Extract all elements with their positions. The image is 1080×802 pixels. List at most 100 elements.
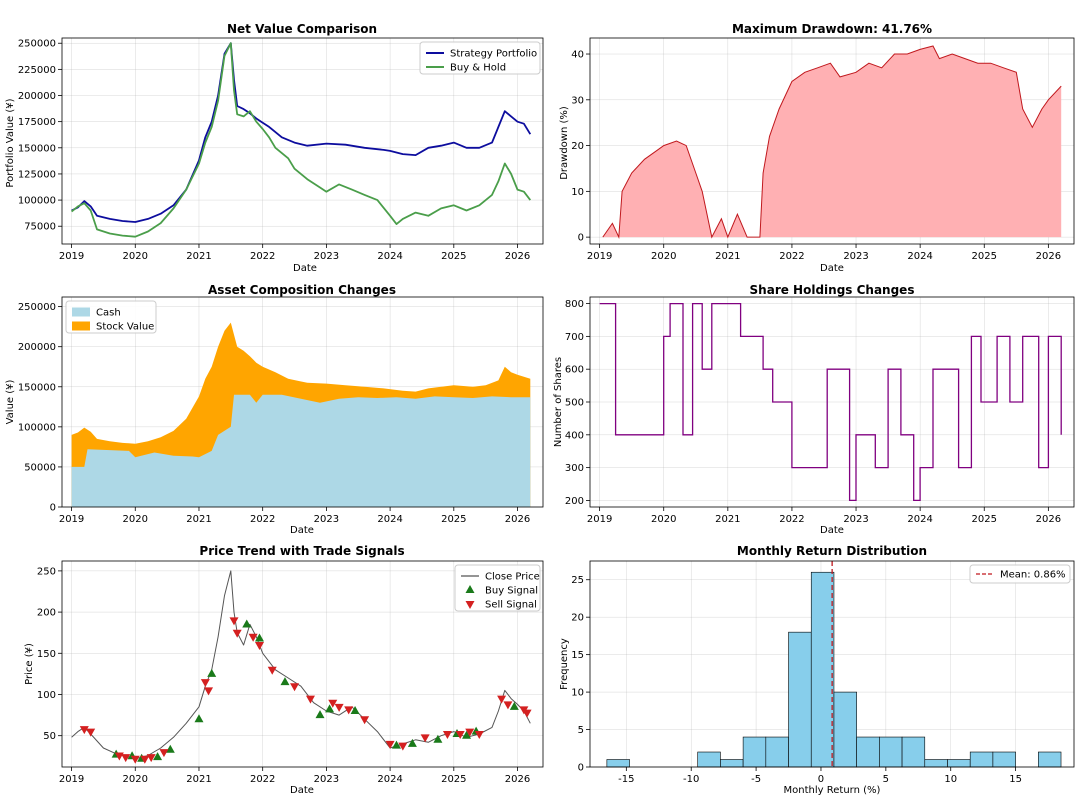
price-xtick-label: 2025: [441, 774, 466, 785]
net-value-ytick-label: 150000: [18, 143, 56, 154]
hist-bar: [969, 751, 994, 768]
net-value-ytick-label: 200000: [18, 91, 56, 102]
price-buy-marker: [254, 633, 264, 642]
shares-xlabel: Date: [820, 525, 844, 536]
drawdown-line: [602, 45, 1062, 240]
composition-cash-area: [71, 394, 531, 507]
price-buy-marker: [462, 730, 472, 739]
net-value-ytick-label: 175000: [18, 117, 56, 128]
price-panel: Price Trend with Trade Signals Date Pric…: [24, 544, 544, 796]
price-sell-marker: [420, 734, 430, 743]
hist-bar: [947, 759, 971, 768]
composition-ytick-label: 50000: [24, 462, 56, 473]
net-value-legend-label: Strategy Portfolio: [450, 49, 537, 60]
price-sell-marker: [328, 699, 338, 708]
price-legend-swatch: [465, 585, 475, 593]
price-sell-marker: [474, 731, 484, 740]
shares-xtick-label: 2022: [779, 514, 804, 525]
price-axes-frame: [61, 560, 544, 768]
price-legend-label: Close Price: [485, 572, 540, 583]
price-buy-marker: [315, 710, 325, 719]
drawdown-xlabel: Date: [820, 263, 844, 274]
price-xtick-label: 2023: [314, 774, 339, 785]
net-value-ylabel: Portfolio Value (¥): [5, 98, 16, 187]
drawdown-xtick-label: 2024: [907, 251, 932, 262]
shares-ytick-label: 600: [565, 365, 584, 376]
hist-bar: [720, 759, 744, 768]
hist-xtick-label: 10: [944, 774, 957, 785]
price-sell-marker: [334, 703, 344, 712]
net-value-ytick-label: 75000: [24, 222, 56, 233]
price-sell-marker: [398, 742, 408, 751]
drawdown-xtick-label: 2026: [1036, 251, 1061, 262]
shares-ylabel: Number of Shares: [553, 357, 564, 447]
net-value-ytick-label: 100000: [18, 196, 56, 207]
price-sell-marker: [248, 633, 258, 642]
price-sell-marker: [200, 679, 210, 688]
shares-xtick-label: 2023: [843, 514, 868, 525]
price-sell-marker: [229, 617, 239, 626]
composition-xtick-label: 2025: [441, 514, 466, 525]
price-sell-marker: [344, 706, 354, 715]
hist-bar: [856, 736, 880, 768]
hist-xtick-label: -15: [618, 774, 634, 785]
net-value-xtick-label: 2024: [377, 251, 402, 262]
price-sell-marker: [254, 642, 264, 651]
composition-legend-label: Stock Value: [96, 322, 154, 333]
drawdown-xtick-label: 2023: [843, 251, 868, 262]
price-xtick-label: 2021: [186, 774, 211, 785]
shares-axes-frame: [589, 296, 1075, 508]
net-value-series-1-line: [71, 42, 532, 238]
composition-panel: Asset Composition Changes Date Value (¥)…: [5, 283, 544, 536]
hist-ytick-label: 5: [578, 725, 584, 736]
hist-legend-box: [969, 564, 1071, 584]
composition-legend-swatch: [72, 307, 90, 317]
price-buy-marker: [280, 677, 290, 686]
price-buy-marker: [350, 705, 360, 714]
shares-xtick-label: 2025: [972, 514, 997, 525]
price-buy-marker: [433, 734, 443, 743]
shares-ytick-label: 700: [565, 332, 584, 343]
composition-ytick-label: 150000: [18, 382, 56, 393]
price-sell-marker: [130, 755, 140, 764]
hist-ytick-label: 20: [571, 613, 584, 624]
hist-bar: [606, 759, 630, 768]
price-ytick-label: 150: [37, 649, 56, 660]
shares-xtick-label: 2020: [651, 514, 676, 525]
composition-xtick-label: 2019: [59, 514, 84, 525]
price-buy-marker: [194, 714, 204, 723]
hist-xtick-label: -10: [683, 774, 699, 785]
price-sell-marker: [159, 749, 169, 758]
shares-xtick-label: 2024: [907, 514, 932, 525]
price-legend-swatch: [465, 601, 475, 609]
hist-xtick-label: 0: [818, 774, 824, 785]
drawdown-xtick-label: 2021: [715, 251, 740, 262]
shares-ytick-label: 200: [565, 496, 584, 507]
shares-ytick-label: 500: [565, 398, 584, 409]
price-buy-marker: [325, 704, 335, 713]
drawdown-xtick-label: 2020: [651, 251, 676, 262]
drawdown-ytick-label: 10: [571, 187, 584, 198]
composition-xtick-label: 2022: [250, 514, 275, 525]
drawdown-ytick-label: 40: [571, 50, 584, 61]
price-sell-marker: [140, 755, 150, 764]
price-xtick-label: 2019: [59, 774, 84, 785]
hist-ytick-label: 10: [571, 688, 584, 699]
net-value-ytick-label: 125000: [18, 169, 56, 180]
shares-ytick-label: 300: [565, 463, 584, 474]
net-value-legend-box: [419, 41, 541, 75]
drawdown-ylabel: Drawdown (%): [559, 106, 570, 180]
net-value-xtick-label: 2019: [59, 251, 84, 262]
composition-xtick-label: 2020: [123, 514, 148, 525]
price-ytick-label: 200: [37, 608, 56, 619]
hist-ytick-label: 0: [578, 763, 584, 774]
hist-panel: Monthly Return Distribution Monthly Retu…: [559, 544, 1075, 796]
shares-ytick-label: 400: [565, 430, 584, 441]
net-value-ytick-label: 250000: [18, 39, 56, 50]
net-value-panel: Net Value Comparison Date Portfolio Valu…: [5, 22, 544, 274]
price-sell-marker: [86, 728, 96, 737]
net-value-xtick-label: 2023: [314, 251, 339, 262]
drawdown-xtick-label: 2025: [972, 251, 997, 262]
price-ytick-label: 100: [37, 690, 56, 701]
